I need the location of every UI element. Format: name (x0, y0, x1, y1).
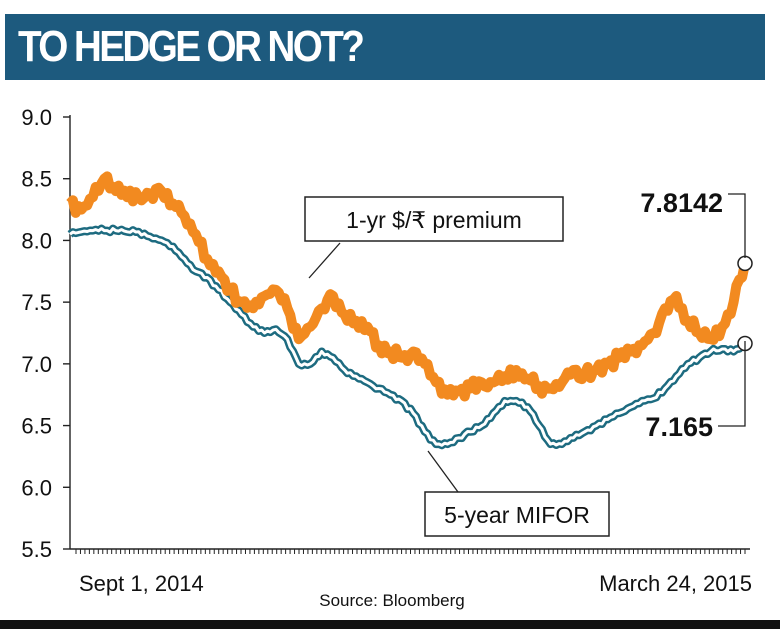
premium-label-leader (308, 242, 341, 279)
y-tick-label: 9.0 (21, 105, 52, 130)
mifor-end-leader (718, 341, 746, 427)
premium-end-value: 7.8142 (640, 188, 723, 218)
title-banner: TO HEDGE OR NOT? (5, 14, 765, 80)
source-note: Source: Bloomberg (319, 591, 465, 610)
y-tick-label: 7.0 (21, 352, 52, 377)
mifor-label-box (424, 491, 610, 537)
mifor-series-label: 5-year MIFOR (444, 502, 590, 528)
axes: 9.0 8.5 8.0 7.5 7.0 6.5 6.0 5.5 (21, 105, 750, 562)
y-tick-label: 8.5 (21, 167, 52, 192)
mifor-end-value: 7.165 (645, 412, 713, 442)
premium-end-leader (728, 193, 746, 258)
bottom-rule (0, 620, 780, 629)
y-tick-label: 8.0 (21, 228, 52, 253)
page-title: TO HEDGE OR NOT? (18, 22, 365, 71)
premium-end-marker (737, 255, 753, 272)
premium-label-box (304, 196, 564, 242)
y-tick-label: 6.0 (21, 475, 52, 500)
mifor-line-inner (69, 227, 746, 447)
y-tick-label: 5.5 (21, 537, 52, 562)
mifor-label-leader (427, 450, 459, 493)
premium-line (66, 171, 750, 402)
label-layer: 1-yr $/₹ premium 5-year MIFOR 7.8142 7.1… (79, 188, 752, 610)
y-tick-label: 7.5 (21, 290, 52, 315)
y-tick-label: 6.5 (21, 414, 52, 439)
premium-series-label: 1-yr $/₹ premium (346, 207, 522, 233)
series-layer (66, 171, 753, 450)
x-start-label: Sept 1, 2014 (79, 571, 204, 596)
x-end-label: March 24, 2015 (599, 571, 752, 596)
